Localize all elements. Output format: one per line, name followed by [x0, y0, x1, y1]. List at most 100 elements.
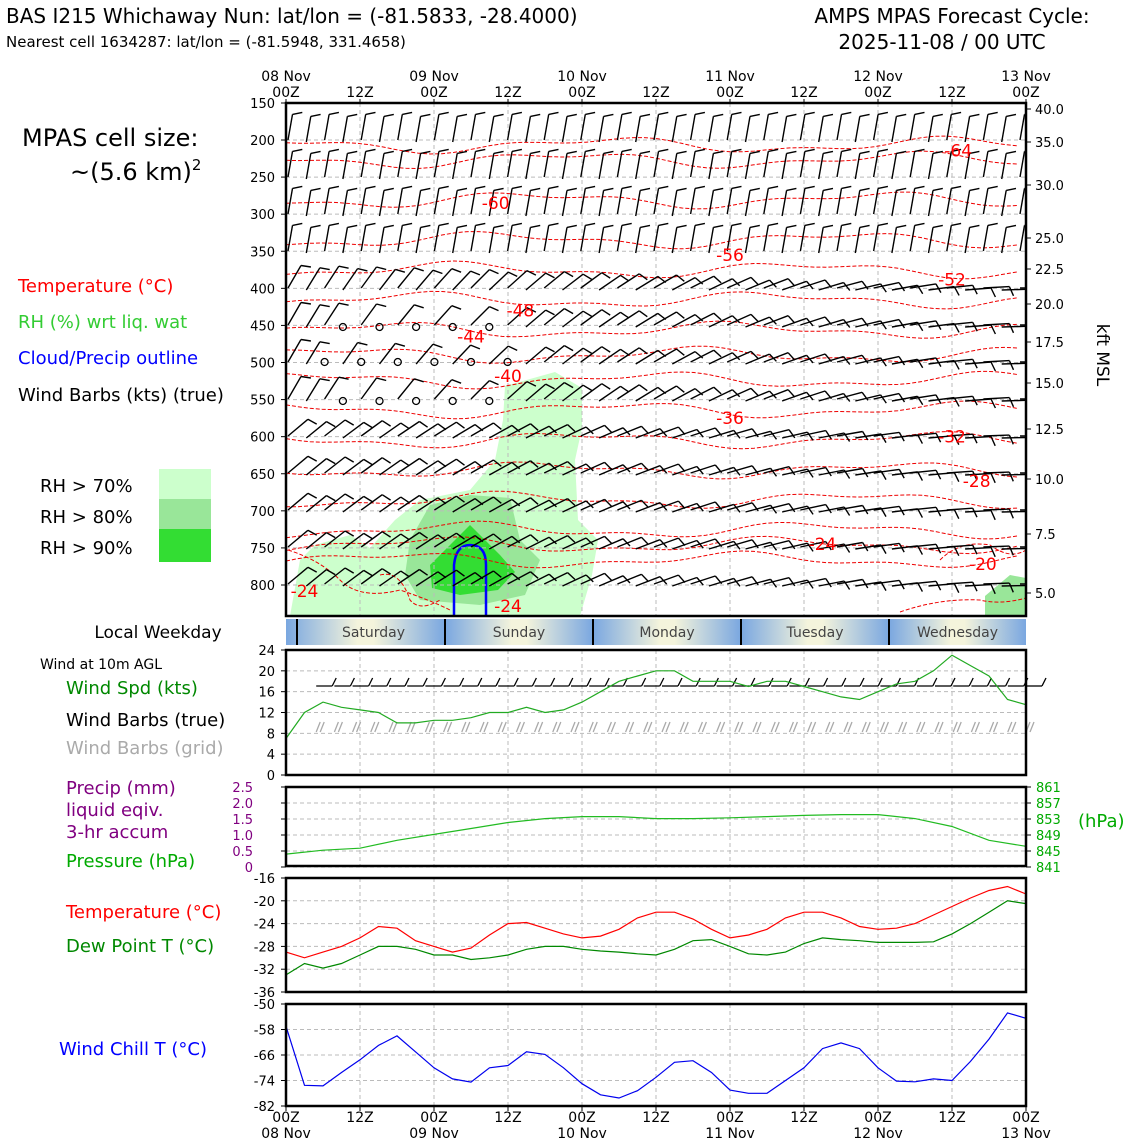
- wind-grid-barb: [825, 721, 831, 733]
- legend-rh70-swatch: [159, 469, 211, 499]
- wind-grid-barb: [610, 721, 617, 733]
- wind-barb-flag: [603, 150, 614, 155]
- wind-barb: [727, 428, 753, 437]
- wind-barb: [433, 188, 440, 215]
- wind-barb: [1001, 362, 1026, 365]
- temperature-contour: [287, 549, 451, 611]
- pressure-tick-label: 550: [250, 394, 275, 409]
- pressure-tick-label: 200: [250, 134, 275, 149]
- temperature-contour: [286, 431, 1019, 450]
- wind-grid-barb: [865, 721, 871, 733]
- wind-barb-flag: [731, 315, 741, 324]
- wind-barb-flag: [804, 185, 815, 190]
- wind-barb-flag: [455, 495, 465, 503]
- wind-barb-flag: [585, 463, 594, 472]
- wind-barb: [580, 383, 603, 400]
- height-tick-label: 15.0: [1035, 377, 1064, 392]
- wind-barb-flag: [861, 280, 869, 290]
- pressure-tick-label: 849: [1036, 829, 1061, 844]
- wind-barb: [598, 348, 621, 365]
- wind-barb-flag: [786, 113, 797, 118]
- wind-barb: [983, 359, 1010, 363]
- temperature-contour: [286, 461, 1019, 480]
- wind-barb: [305, 153, 312, 180]
- wind-true-label: Wind Barbs (true): [66, 710, 225, 731]
- wind-barb: [799, 225, 806, 252]
- wind-panel-tick-label: 20: [258, 665, 275, 680]
- wind-barb: [1001, 227, 1007, 254]
- wind-barb: [470, 225, 477, 252]
- wind-barb-flag: [383, 113, 394, 118]
- wind-true-barb-flag: [713, 677, 719, 687]
- wind-barb: [927, 227, 934, 254]
- height-tick-label: 17.5: [1035, 336, 1064, 351]
- wind-barb: [964, 227, 971, 254]
- wind-barb-flag: [292, 111, 303, 116]
- wind-barb: [598, 116, 605, 143]
- wind-barb: [745, 353, 770, 365]
- wind-barb: [287, 114, 294, 141]
- wind-grid-barb: [497, 721, 503, 733]
- weekday-label: Monday: [639, 625, 694, 641]
- wind-barb: [1001, 510, 1026, 513]
- wind-barb: [617, 347, 640, 363]
- top-hour-label: 12Z: [790, 85, 817, 101]
- wind-barb-flag: [604, 498, 613, 507]
- wind-barb-flag: [432, 269, 443, 275]
- wind-barb: [690, 575, 716, 585]
- wind-barb: [287, 225, 294, 252]
- wind-barb-flag: [457, 187, 468, 192]
- pressure-tick-label: 400: [250, 282, 275, 297]
- chill-panel-tick-label: -74: [254, 1075, 275, 1090]
- wind-barb: [323, 188, 330, 215]
- wind-barb-flag: [489, 268, 499, 275]
- wind-barb: [983, 285, 1010, 289]
- wind-barb: [690, 427, 716, 437]
- temperature-contour-label: -20: [969, 555, 997, 575]
- wind-barb-flag: [713, 312, 722, 321]
- wind-barb-flag: [420, 150, 431, 155]
- wind-barb-flag: [507, 271, 518, 278]
- weekday-title: Local Weekday: [94, 623, 221, 643]
- wind-barb-flag: [768, 222, 779, 227]
- wind-barb-flag: [823, 150, 834, 155]
- height-tick-label: 12.5: [1035, 423, 1064, 438]
- temperature-contour: [286, 535, 1019, 555]
- wind-grid-barb: [624, 721, 631, 733]
- wind-barb: [287, 302, 302, 326]
- wind-barb: [506, 225, 513, 252]
- wind-barb: [1001, 473, 1026, 476]
- wind-barb-flag: [475, 111, 486, 116]
- wind-barb: [488, 461, 513, 476]
- wind-barb: [360, 494, 383, 511]
- wind-barb-flag: [526, 306, 537, 313]
- wind-barb-flag: [307, 566, 318, 573]
- wind-grid-barb: [483, 721, 489, 733]
- wind-grid-barb: [715, 721, 722, 733]
- wind-barb-flag: [347, 113, 358, 118]
- wind-true-barb-flag: [677, 677, 683, 687]
- wind-grid-barb: [701, 721, 708, 733]
- pressure-tick-label: 250: [250, 171, 275, 186]
- temperature-contour-label: -40: [494, 367, 522, 387]
- wind-barb: [872, 151, 879, 178]
- wind-barb: [891, 395, 918, 402]
- wind-barb-flag: [841, 148, 852, 153]
- wind-barb: [305, 304, 321, 328]
- wind-barb-flag: [731, 185, 742, 190]
- temp-panel-tick-label: -28: [254, 940, 275, 955]
- wind-barb: [965, 509, 992, 513]
- temperature-contour-label: -64: [944, 141, 972, 161]
- wind-barb-flag: [475, 148, 486, 153]
- dew-panel-label: Dew Point T (°C): [66, 936, 214, 957]
- wind-barb-flag: [475, 185, 486, 190]
- wind-barb: [360, 531, 383, 548]
- wind-barb: [378, 268, 396, 291]
- temperature-contour: [286, 260, 1019, 280]
- wind-barb: [525, 383, 547, 402]
- wind-barb-flag: [419, 494, 428, 502]
- wind-barb-flag: [419, 420, 428, 428]
- wind-barb-flag: [658, 222, 669, 227]
- wind-barb-flag: [567, 424, 576, 432]
- wind-barb-flag: [545, 309, 555, 316]
